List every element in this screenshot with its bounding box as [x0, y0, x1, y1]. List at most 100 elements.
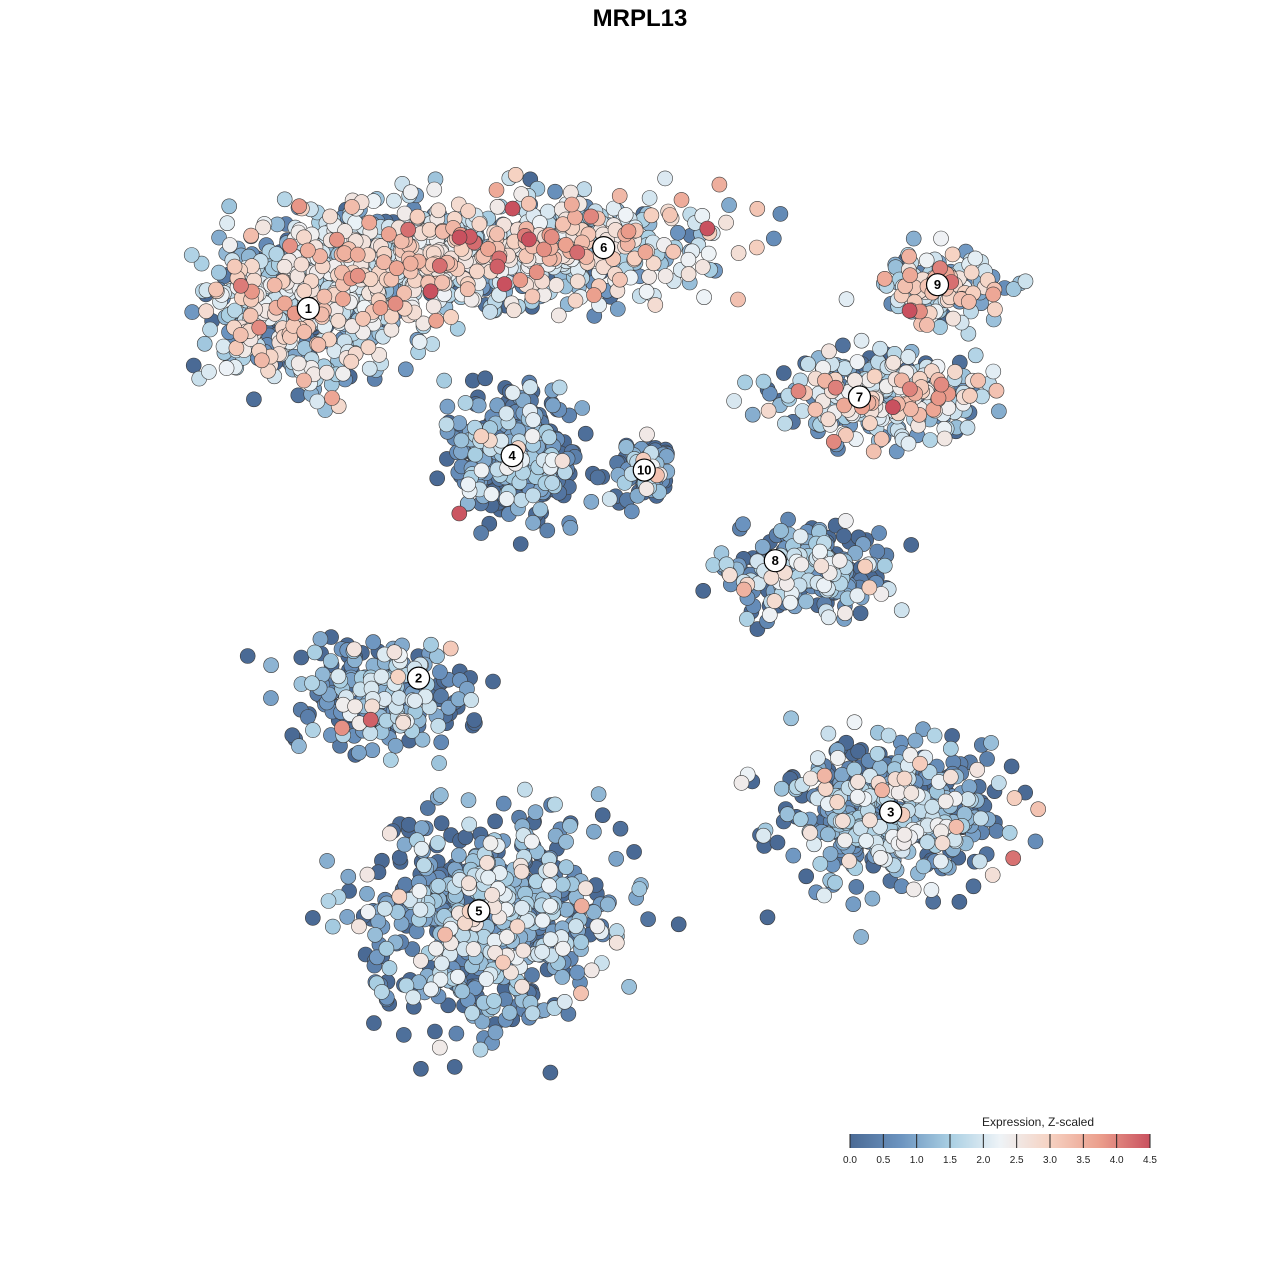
cell-point: [569, 273, 586, 290]
cell-point: [1030, 801, 1046, 818]
cluster-label-badge: [500, 444, 524, 468]
cell-point: [562, 818, 578, 834]
cell-point: [775, 365, 792, 381]
cell-point: [367, 926, 383, 943]
cluster-labels: 1 2 3 4 5 6 7 8 9 10: [296, 235, 950, 923]
cell-point: [623, 503, 640, 520]
cell-point: [398, 977, 415, 994]
cell-point: [542, 898, 559, 914]
cell-point: [864, 890, 881, 907]
cell-point: [443, 309, 459, 325]
cell-point: [846, 714, 863, 731]
cell-point: [496, 276, 513, 292]
cell-point: [243, 227, 259, 244]
cell-point: [242, 307, 259, 324]
cell-point: [395, 1027, 412, 1043]
cluster-label-10: 10: [637, 463, 651, 478]
cell-point: [431, 1039, 448, 1056]
cell-point: [835, 528, 852, 544]
cell-point: [514, 978, 530, 995]
cluster-label-9: 9: [934, 277, 941, 292]
cell-point: [336, 245, 353, 261]
cell-point: [554, 453, 571, 469]
cell-point: [498, 491, 515, 507]
cell-point: [736, 581, 752, 598]
cell-point: [396, 285, 413, 301]
cell-point: [567, 209, 583, 226]
cell-point: [372, 300, 389, 316]
cell-point: [662, 207, 678, 223]
cell-point: [268, 246, 285, 262]
cell-point: [300, 242, 316, 259]
cell-point: [858, 832, 875, 849]
cell-point: [434, 274, 451, 291]
cell-point: [488, 182, 505, 198]
cell-point: [222, 237, 238, 253]
cell-point: [407, 692, 423, 709]
legend-colorbar: [850, 1134, 1150, 1148]
cell-point: [423, 636, 439, 653]
cell-point: [594, 807, 611, 824]
cell-point: [211, 229, 227, 246]
cell-point: [381, 825, 398, 842]
cell-point: [460, 792, 477, 809]
cell-point: [737, 374, 753, 391]
cell-point: [608, 850, 625, 867]
cell-point: [478, 971, 495, 987]
cell-point: [397, 361, 414, 378]
cell-point: [834, 813, 851, 829]
cell-point: [967, 250, 984, 267]
cell-point: [449, 320, 466, 337]
cell-point: [253, 352, 270, 369]
cell-point: [782, 594, 799, 611]
cell-point: [545, 397, 561, 414]
cell-point: [504, 384, 521, 401]
cell-point: [454, 983, 471, 1000]
cell-point: [873, 586, 890, 602]
cell-point: [440, 699, 457, 716]
cell-point: [1017, 273, 1034, 290]
cell-point: [305, 722, 321, 738]
cell-point: [361, 360, 378, 377]
cell-point: [232, 327, 249, 343]
cell-point: [495, 795, 512, 812]
cell-point: [349, 267, 366, 284]
cell-point: [670, 916, 687, 933]
cell-point: [812, 543, 828, 560]
cell-point: [852, 605, 869, 622]
cell-point: [431, 257, 448, 274]
cell-point: [647, 297, 664, 313]
cell-point: [432, 971, 449, 988]
cell-point: [554, 876, 571, 893]
cell-point: [907, 732, 924, 749]
cell-point: [276, 191, 293, 208]
cell-point: [849, 587, 866, 604]
cell-point: [495, 954, 511, 971]
cell-point: [755, 373, 772, 390]
cell-point: [657, 268, 674, 284]
cell-point: [464, 1005, 481, 1021]
cell-point: [438, 416, 455, 433]
cell-point: [942, 740, 959, 757]
cell-point: [777, 415, 793, 432]
cell-point: [343, 353, 360, 370]
cell-point: [449, 968, 466, 985]
cell-point: [773, 780, 790, 797]
cell-point: [831, 552, 848, 569]
cell-point: [620, 223, 637, 240]
cell-point: [589, 918, 606, 935]
cell-point: [1005, 850, 1022, 867]
cell-point: [733, 775, 750, 791]
cluster-label-badge: [632, 458, 656, 482]
cell-point: [548, 277, 565, 293]
cell-point: [744, 406, 761, 423]
cell-point: [466, 712, 483, 728]
cell-point: [959, 419, 976, 436]
cell-point: [221, 198, 237, 215]
cell-point: [429, 470, 446, 487]
cell-point: [246, 391, 262, 408]
cell-point: [378, 940, 395, 957]
cell-point: [933, 230, 949, 247]
cell-point: [569, 964, 586, 981]
cell-point: [696, 289, 712, 306]
